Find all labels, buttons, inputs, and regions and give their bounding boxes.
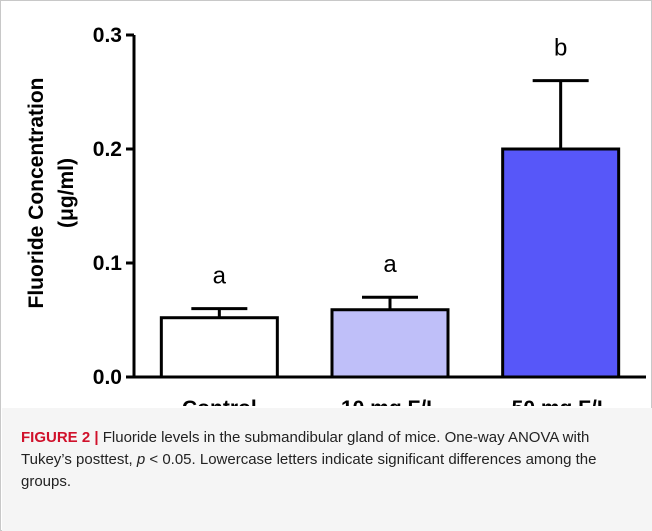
significance-label: a	[213, 263, 227, 290]
bar	[159, 316, 279, 379]
y-tick-label: 0.3	[93, 24, 122, 47]
plot-area: 0.0 0.1 0.2 0.3 a Control a 10 mg F/L b 50 mg F/L	[93, 24, 646, 406]
caption-text-2: < 0.05. Lowercase letters indicate signi…	[21, 451, 597, 490]
y-axis-unit: (μg/ml)	[55, 158, 78, 228]
figure-label: FIGURE 2	[21, 429, 91, 446]
caption-p-symbol: p	[136, 451, 146, 468]
x-tick-label: 50 mg F/L	[512, 397, 610, 406]
caption-background	[2, 408, 652, 531]
significance-label: b	[554, 35, 567, 62]
caption-separator: |	[94, 429, 99, 446]
figure-caption: FIGURE 2 | Fluoride levels in the subman…	[21, 427, 636, 493]
x-tick-label: Control	[182, 397, 257, 406]
bar	[330, 308, 450, 379]
y-tick-label: 0.1	[93, 252, 123, 275]
caption-text-1: Fluoride levels in the submandibular gla…	[21, 429, 590, 468]
significance-label: a	[383, 251, 397, 278]
bar	[501, 147, 621, 379]
y-tick-label: 0.0	[93, 366, 122, 389]
x-tick-label: 10 mg F/L	[341, 397, 439, 406]
y-tick-label: 0.2	[93, 138, 122, 161]
bar-chart: Fluoride Concentration (μg/ml) 0.0 0.1 0.2…	[25, 24, 646, 406]
y-axis-title: Fluoride Concentration	[25, 78, 48, 309]
